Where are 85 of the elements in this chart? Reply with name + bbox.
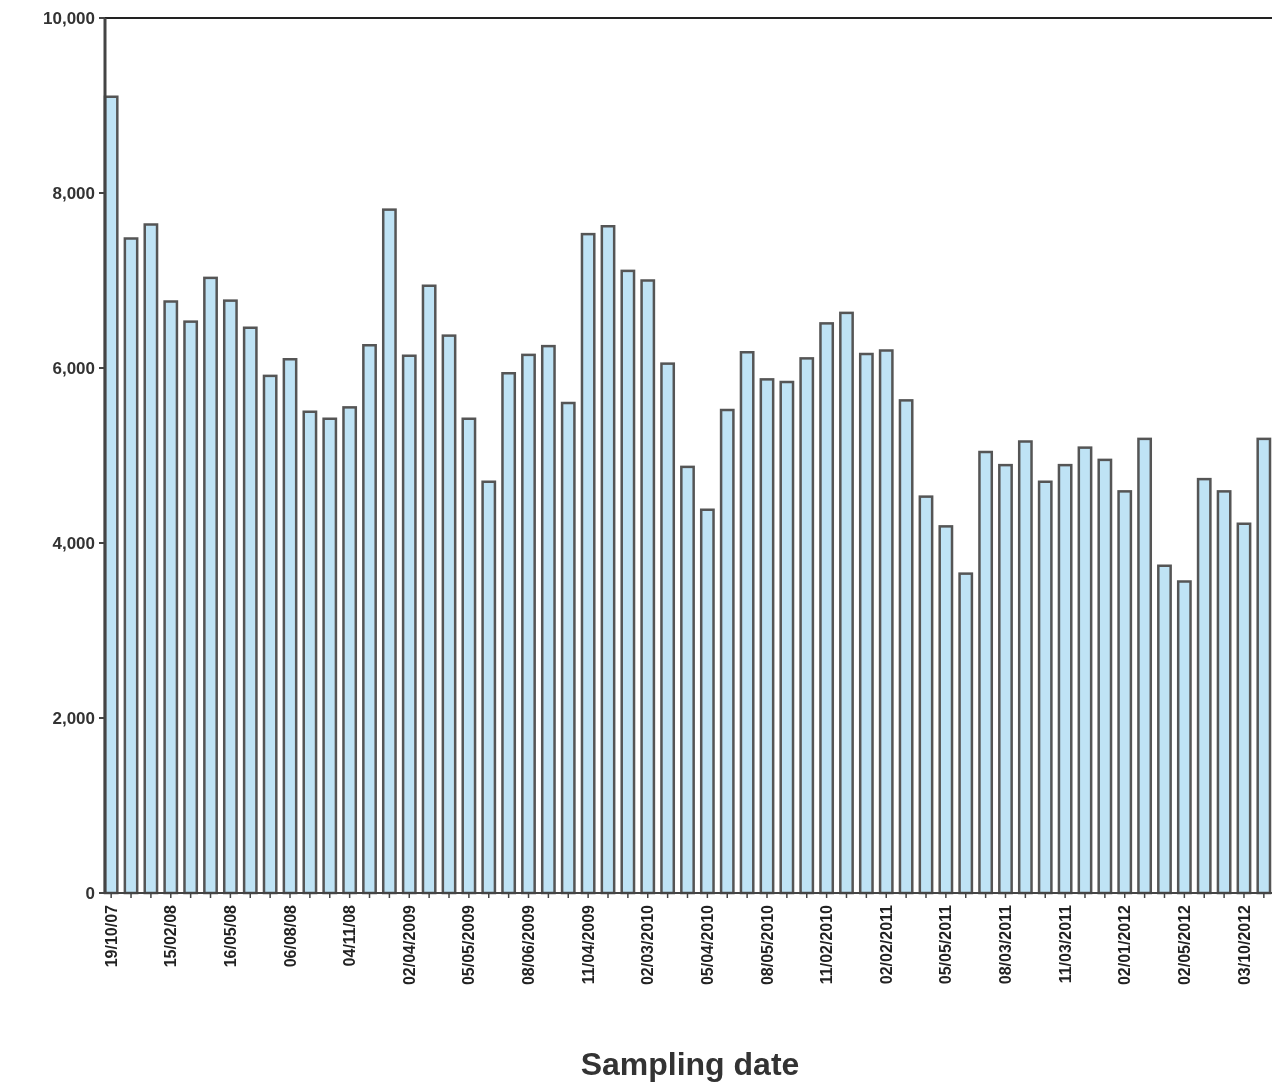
x-tick-label: 05/05/2011 xyxy=(937,904,955,985)
bar xyxy=(1157,564,1172,895)
y-tick-label: 4,000 xyxy=(52,533,95,553)
bar xyxy=(222,299,238,895)
x-tick-label: 08/03/2011 xyxy=(997,904,1015,985)
bar xyxy=(998,463,1013,895)
bar xyxy=(1037,480,1053,895)
bar xyxy=(501,372,517,895)
bar xyxy=(322,417,338,895)
bar xyxy=(1097,458,1113,895)
bar xyxy=(1117,490,1133,895)
y-tick-label: 6,000 xyxy=(52,358,95,378)
bar xyxy=(958,572,974,895)
bar xyxy=(203,276,218,895)
bar xyxy=(799,357,815,895)
bar xyxy=(342,406,358,895)
x-tick-label: 05/05/2009 xyxy=(460,904,478,986)
x-tick-label: 02/01/2012 xyxy=(1116,904,1134,986)
x-tick-label: 11/03/2011 xyxy=(1056,904,1074,984)
bar xyxy=(560,401,576,895)
y-tick-label: 8,000 xyxy=(52,183,95,203)
bar xyxy=(739,351,755,895)
bar xyxy=(183,320,199,895)
bar xyxy=(620,269,636,895)
bar xyxy=(938,525,954,895)
x-tick-label: 06/08/08 xyxy=(281,904,299,968)
x-axis-title: Sampling date xyxy=(580,1046,800,1082)
bar xyxy=(699,508,715,895)
y-tick-label: 10,000 xyxy=(43,8,95,28)
bar xyxy=(1256,437,1272,895)
x-tick-label: 03/10/2012 xyxy=(1235,904,1253,986)
x-tick-label: 08/06/2009 xyxy=(520,904,538,986)
x-tick-label: 19/10/07 xyxy=(102,904,120,968)
bar xyxy=(421,284,437,895)
bar xyxy=(898,399,914,895)
bar xyxy=(1236,522,1252,895)
bar xyxy=(540,344,556,895)
bar xyxy=(719,408,735,895)
x-tick-label: 15/02/08 xyxy=(162,904,180,968)
x-tick-label: 02/05/2012 xyxy=(1175,904,1193,986)
bar xyxy=(858,352,874,895)
x-tick-label: 08/05/2010 xyxy=(758,904,776,986)
bar xyxy=(262,374,278,895)
bar xyxy=(1216,490,1232,895)
bar xyxy=(660,362,676,895)
bar xyxy=(878,349,894,895)
bar xyxy=(1057,463,1073,895)
bar xyxy=(282,358,298,895)
x-tick-label: 11/04/2009 xyxy=(579,904,597,985)
bar xyxy=(143,223,159,895)
x-tick-label: 02/04/2009 xyxy=(400,904,418,986)
bar xyxy=(123,237,139,895)
bar xyxy=(918,495,934,895)
bar xyxy=(1017,440,1033,895)
x-tick-label: 11/02/2010 xyxy=(818,904,836,985)
bar xyxy=(1077,446,1093,895)
y-tick-label: 0 xyxy=(85,883,95,903)
bar xyxy=(600,225,616,895)
bar xyxy=(759,378,775,895)
bar xyxy=(362,344,377,895)
bar xyxy=(1137,437,1153,895)
bar xyxy=(242,326,258,895)
bar xyxy=(401,354,417,895)
bar xyxy=(302,410,318,895)
bar xyxy=(163,300,179,895)
bar xyxy=(1176,580,1192,895)
bar xyxy=(779,380,795,895)
bar xyxy=(978,450,994,895)
bar xyxy=(481,480,497,895)
x-tick-label: 04/11/08 xyxy=(341,904,359,967)
x-tick-label: 02/03/2010 xyxy=(639,904,657,986)
bar xyxy=(381,208,397,895)
bar xyxy=(521,353,536,895)
bar xyxy=(839,311,854,895)
bar xyxy=(580,232,596,895)
y-tick-label: 2,000 xyxy=(52,708,95,728)
bar xyxy=(1196,477,1212,895)
x-tick-label: 05/04/2010 xyxy=(698,904,716,986)
bar xyxy=(819,322,835,895)
bar xyxy=(680,465,695,895)
x-tick-label: 02/02/2011 xyxy=(877,904,895,985)
x-tick-label: 16/05/08 xyxy=(221,904,239,968)
bar xyxy=(461,417,477,895)
bar xyxy=(441,334,457,895)
bar xyxy=(640,279,656,895)
